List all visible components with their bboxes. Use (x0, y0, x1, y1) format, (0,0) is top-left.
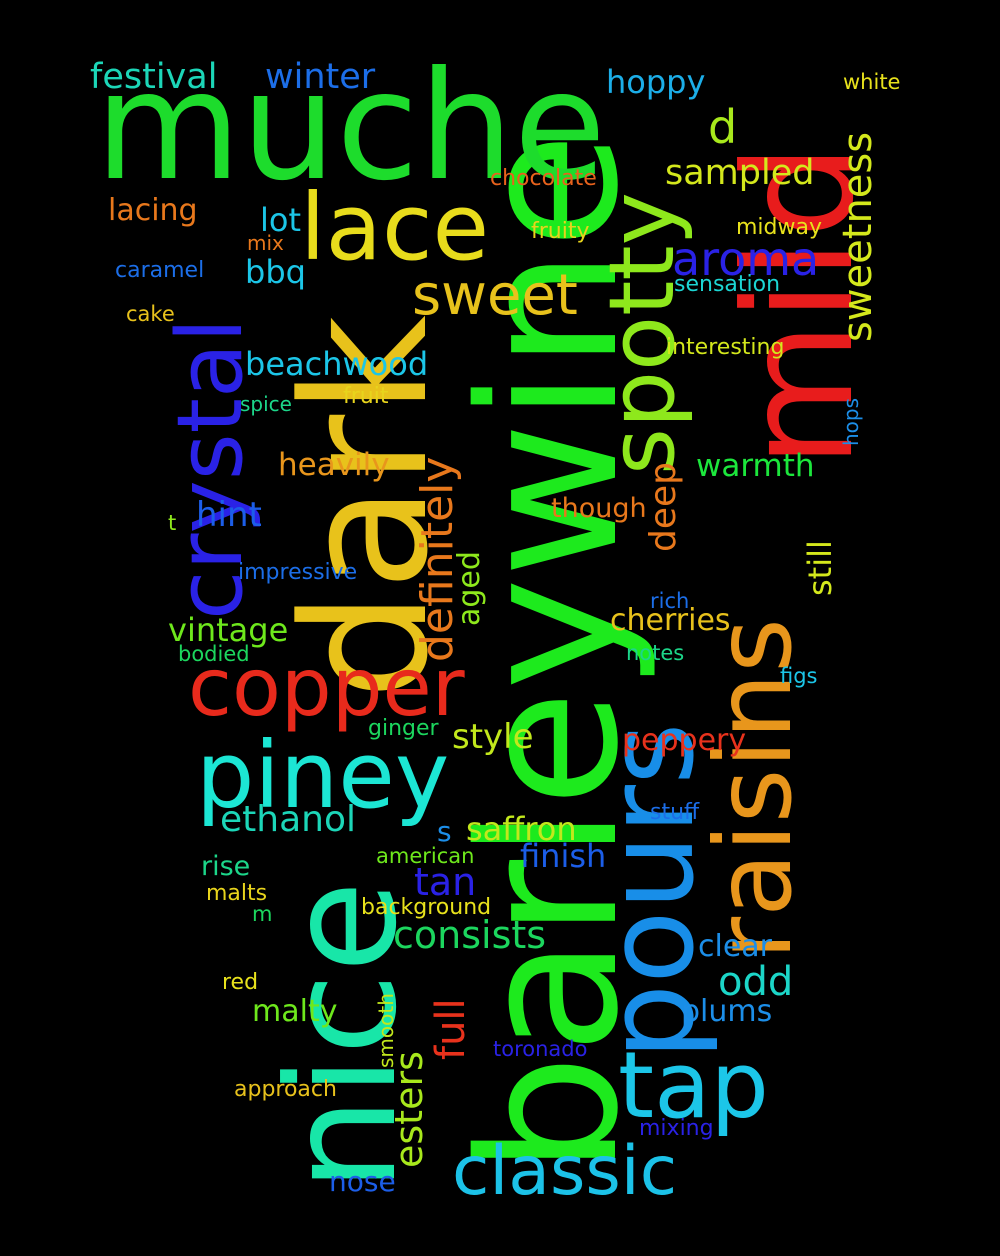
word-fruit: fruit (343, 384, 389, 409)
word-rise: rise (201, 851, 251, 882)
word-stuff: stuff (650, 800, 700, 825)
word-festival: festival (90, 57, 218, 97)
word-still: still (801, 540, 839, 596)
word-aroma: aroma (672, 232, 820, 286)
word-sampled: sampled (665, 153, 815, 193)
word-bbq: bbq (245, 253, 306, 291)
word-muche: muche (95, 40, 607, 214)
word-cherries: cherries (610, 603, 731, 638)
word-lacing: lacing (108, 193, 198, 228)
word-sweet: sweet (412, 263, 578, 328)
word-notes: notes (626, 641, 685, 665)
word-t: t (168, 511, 177, 535)
word-cake: cake (126, 302, 175, 326)
word-style: style (452, 717, 534, 757)
word-spice: spice (240, 392, 292, 416)
word-full: full (428, 998, 474, 1060)
word-d: d (708, 100, 738, 154)
word-consists: consists (393, 913, 547, 957)
word-beachwood: beachwood (245, 345, 429, 383)
word-fruity: fruity (531, 219, 590, 244)
word-peppery: peppery (622, 723, 747, 758)
word-figs: figs (780, 664, 818, 688)
word-bodied: bodied (178, 642, 250, 666)
word-tan: tan (414, 860, 477, 904)
word-ethanol: ethanol (220, 799, 356, 840)
word-impressive: impressive (238, 560, 358, 585)
word-ginger: ginger (368, 716, 439, 741)
word-midway: midway (736, 215, 823, 240)
word-red: red (222, 970, 259, 995)
word-esters: esters (387, 1051, 431, 1168)
word-hint: hint (196, 495, 262, 535)
word-sensation: sensation (674, 272, 781, 297)
word-background: background (361, 895, 492, 920)
word-sweetness: sweetness (835, 131, 881, 342)
word-piney: piney (196, 722, 450, 829)
word-mix: mix (247, 231, 284, 255)
word-malty: malty (252, 994, 338, 1029)
word-toronado: toronado (493, 1037, 588, 1061)
word-m: m (252, 902, 273, 926)
word-lace: lace (300, 174, 490, 281)
word-interesting: interesting (666, 335, 785, 360)
word-tap: tap (618, 1032, 769, 1139)
word-hops: hops (839, 397, 863, 446)
word-classic: classic (452, 1132, 678, 1211)
word-malts: malts (206, 881, 268, 906)
word-rich: rich (650, 589, 690, 613)
word-deep: deep (643, 462, 684, 552)
word-warmth: warmth (696, 448, 815, 484)
word-chocolate: chocolate (490, 166, 597, 191)
word-copper: copper (188, 641, 465, 734)
word-hoppy: hoppy (606, 63, 706, 101)
word-caramel: caramel (115, 258, 205, 283)
word-heavily: heavily (278, 447, 390, 483)
word-approach: approach (234, 1077, 337, 1102)
word-plums: plums (681, 994, 773, 1029)
word-s: s (437, 815, 452, 848)
word-vintage: vintage (168, 611, 289, 649)
word-though: though (551, 493, 647, 524)
word-white: white (843, 70, 901, 94)
word-lot: lot (260, 201, 302, 239)
word-clear: clear (698, 929, 773, 964)
word-odd: odd (718, 959, 794, 1005)
word-aged: aged (452, 551, 487, 626)
word-mixing: mixing (639, 1116, 714, 1141)
word-american: american (376, 844, 475, 868)
word-saffron: saffron (466, 810, 577, 848)
word-winter: winter (265, 57, 376, 97)
word-finish: finish (520, 837, 607, 875)
word-nose: nose (329, 1165, 396, 1198)
